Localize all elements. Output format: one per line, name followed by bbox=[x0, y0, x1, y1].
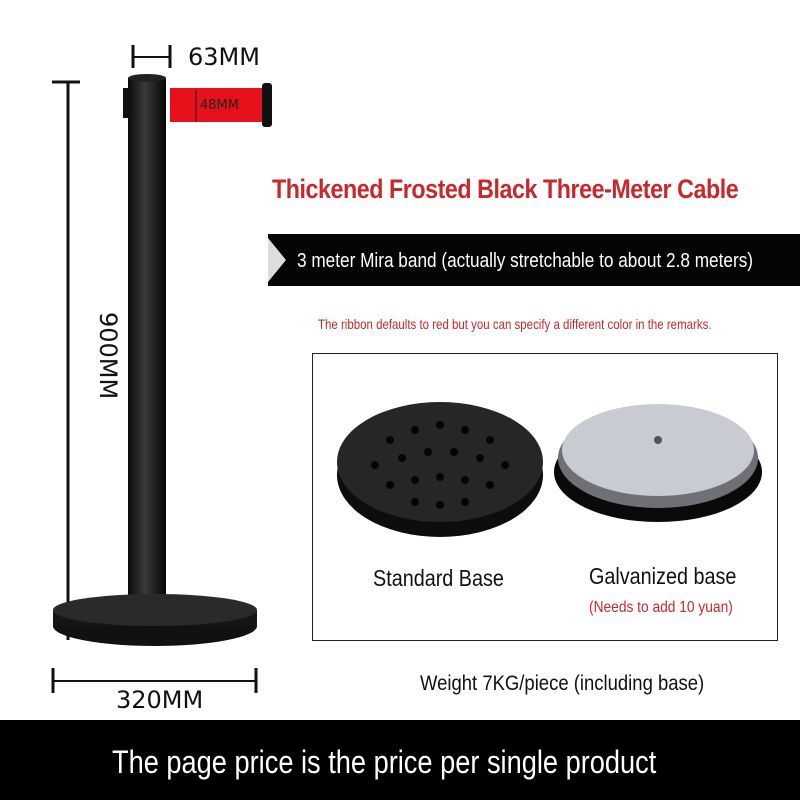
arrow-icon bbox=[268, 238, 286, 282]
galvanized-base-note: (Needs to add 10 yuan) bbox=[589, 599, 733, 616]
galvanized-base-label: Galvanized base bbox=[589, 563, 737, 589]
stanchion-illustration bbox=[51, 45, 272, 693]
band-description: 3 meter Mira band (actually stretchable … bbox=[297, 250, 754, 272]
ribbon bbox=[170, 88, 265, 122]
height-label: 900MM bbox=[94, 312, 122, 400]
ribbon-color-remark: The ribbon defaults to red but you can s… bbox=[318, 316, 712, 332]
standard-base-image bbox=[337, 402, 543, 537]
galvanized-base-image bbox=[554, 404, 762, 522]
height-dimension-marker bbox=[52, 80, 80, 640]
band-banner bbox=[268, 234, 800, 286]
product-title: Thickened Frosted Black Three-Meter Cabl… bbox=[272, 174, 739, 204]
width-dimension-marker bbox=[131, 45, 172, 68]
base-dimension-marker bbox=[51, 668, 258, 693]
ribbon-width-label: 48MM bbox=[200, 98, 239, 113]
footer-banner bbox=[0, 720, 800, 800]
footer-price-note: The page price is the price per single p… bbox=[112, 744, 657, 780]
post bbox=[128, 78, 166, 638]
standard-base-label: Standard Base bbox=[373, 565, 504, 591]
base-diameter-label: 320MM bbox=[116, 686, 204, 714]
base-options-panel bbox=[312, 353, 778, 641]
base-images bbox=[337, 402, 762, 537]
weight-label: Weight 7KG/piece (including base) bbox=[420, 672, 705, 695]
post-diameter-label: 63MM bbox=[188, 43, 260, 71]
